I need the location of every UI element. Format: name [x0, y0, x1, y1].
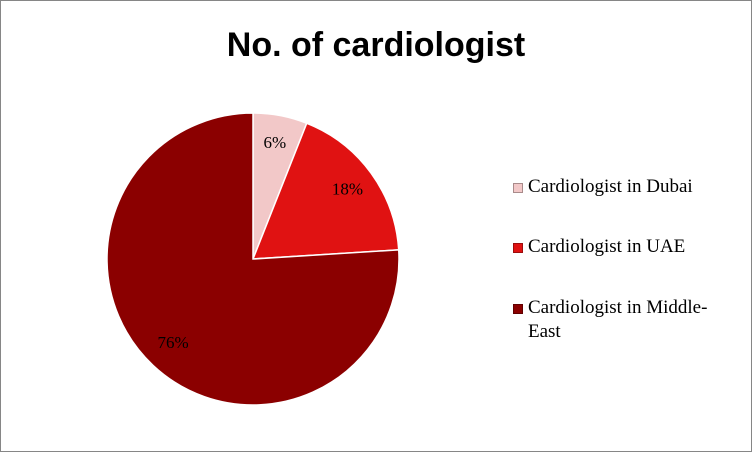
legend-swatch	[513, 304, 523, 314]
data-label: 18%	[332, 179, 363, 198]
data-label: 76%	[157, 333, 188, 352]
legend-label: Cardiologist in UAE	[528, 236, 686, 257]
legend-label: Cardiologist in Middle-East	[528, 297, 708, 342]
pie-slice	[106, 112, 400, 406]
legend-label: Cardiologist in Dubai	[528, 176, 693, 197]
legend-swatch	[513, 243, 523, 253]
chart-title: No. of cardiologist	[227, 26, 525, 64]
pie-slice	[251, 122, 400, 260]
data-label: 6%	[264, 133, 287, 152]
legend-swatch	[513, 183, 523, 193]
